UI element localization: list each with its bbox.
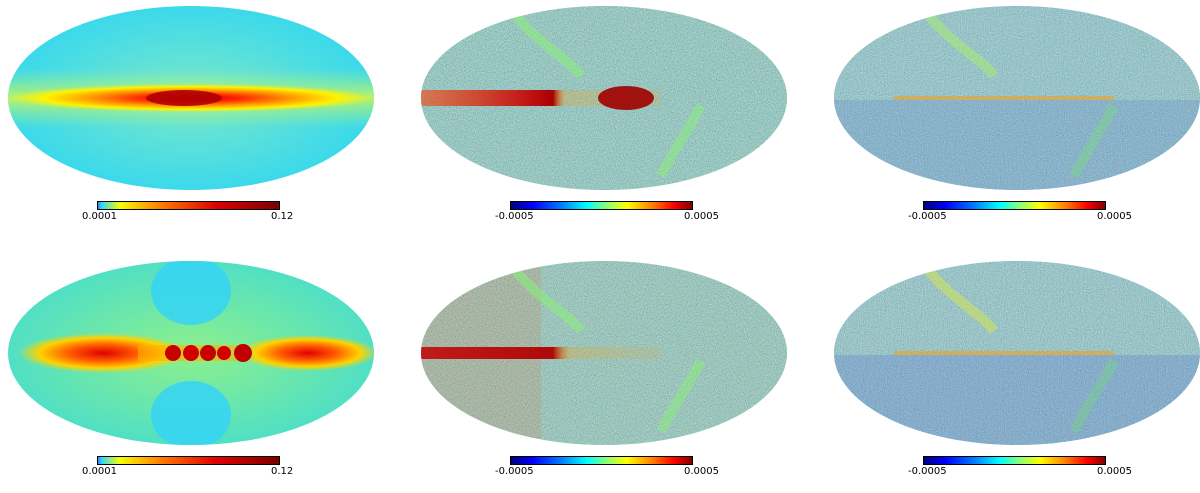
panel-bottom-right: -0.0005 0.0005 [826,255,1200,493]
colorbar-min-label: -0.0005 [908,466,947,477]
colorbar-min-label: 0.0001 [82,211,117,222]
panel-top-middle: -0.0005 0.0005 [413,0,813,238]
panel-top-right: -0.0005 0.0005 [826,0,1200,238]
figure-grid: 0.0001 0.12 [0,0,1200,477]
colorbar-max-label: 0.12 [271,466,294,477]
colorbar-residual [510,456,693,465]
sky-map-residual [421,261,787,445]
galactic-core [146,90,222,106]
clump [217,346,231,360]
cool-lobe-north [151,261,231,325]
density-clumps-map-svg [8,261,374,445]
colorbar-min-label: -0.0005 [495,211,534,222]
southern-tint [834,100,1200,190]
colorbar-min-label: -0.0005 [495,466,534,477]
residual-map-svg [421,261,787,445]
residual-map-svg [421,6,787,190]
colorbar-max-label: 0.0005 [1097,211,1132,222]
sky-map-residual-faint [834,6,1200,190]
residual-faint-map-svg [834,261,1200,445]
band-left [18,333,188,373]
sky-map-residual [421,6,787,190]
colorbar-min-label: 0.0001 [82,466,117,477]
loop-feature [512,12,586,80]
panel-top-left: 0.0001 0.12 [0,0,400,238]
colorbar-min-label: -0.0005 [908,211,947,222]
loop-feature [925,267,999,335]
loop-feature [925,12,999,80]
galactic-core [598,86,654,110]
colorbar-max-label: 0.0005 [1097,466,1132,477]
band-right [238,335,374,371]
clump [234,344,252,362]
galactic-line [894,351,1114,355]
density-map-svg [8,6,374,190]
panel-bottom-left: 0.0001 0.12 [0,255,400,493]
clump [183,345,199,361]
loop-feature [512,267,586,335]
colorbar-density [97,456,280,465]
cool-lobe-south [151,381,231,445]
loop-feature [656,358,706,434]
colorbar-density [97,201,280,210]
galactic-line [894,96,1114,100]
sky-map-residual-faint [834,261,1200,445]
panel-bottom-middle: -0.0005 0.0005 [413,255,813,493]
loop-feature [1069,358,1119,434]
clump [200,345,216,361]
residual-faint-map-svg [834,6,1200,190]
colorbar-max-label: 0.0005 [684,466,719,477]
colorbar-residual [923,201,1106,210]
clump [165,345,181,361]
galactic-band [421,347,661,359]
sky-map-density [8,6,374,190]
loop-feature [1069,103,1119,179]
southern-tint [834,355,1200,445]
colorbar-max-label: 0.0005 [684,211,719,222]
loop-feature [656,103,706,179]
colorbar-residual [923,456,1106,465]
colorbar-max-label: 0.12 [271,211,294,222]
colorbar-residual [510,201,693,210]
sky-map-density-clumps [8,261,374,445]
